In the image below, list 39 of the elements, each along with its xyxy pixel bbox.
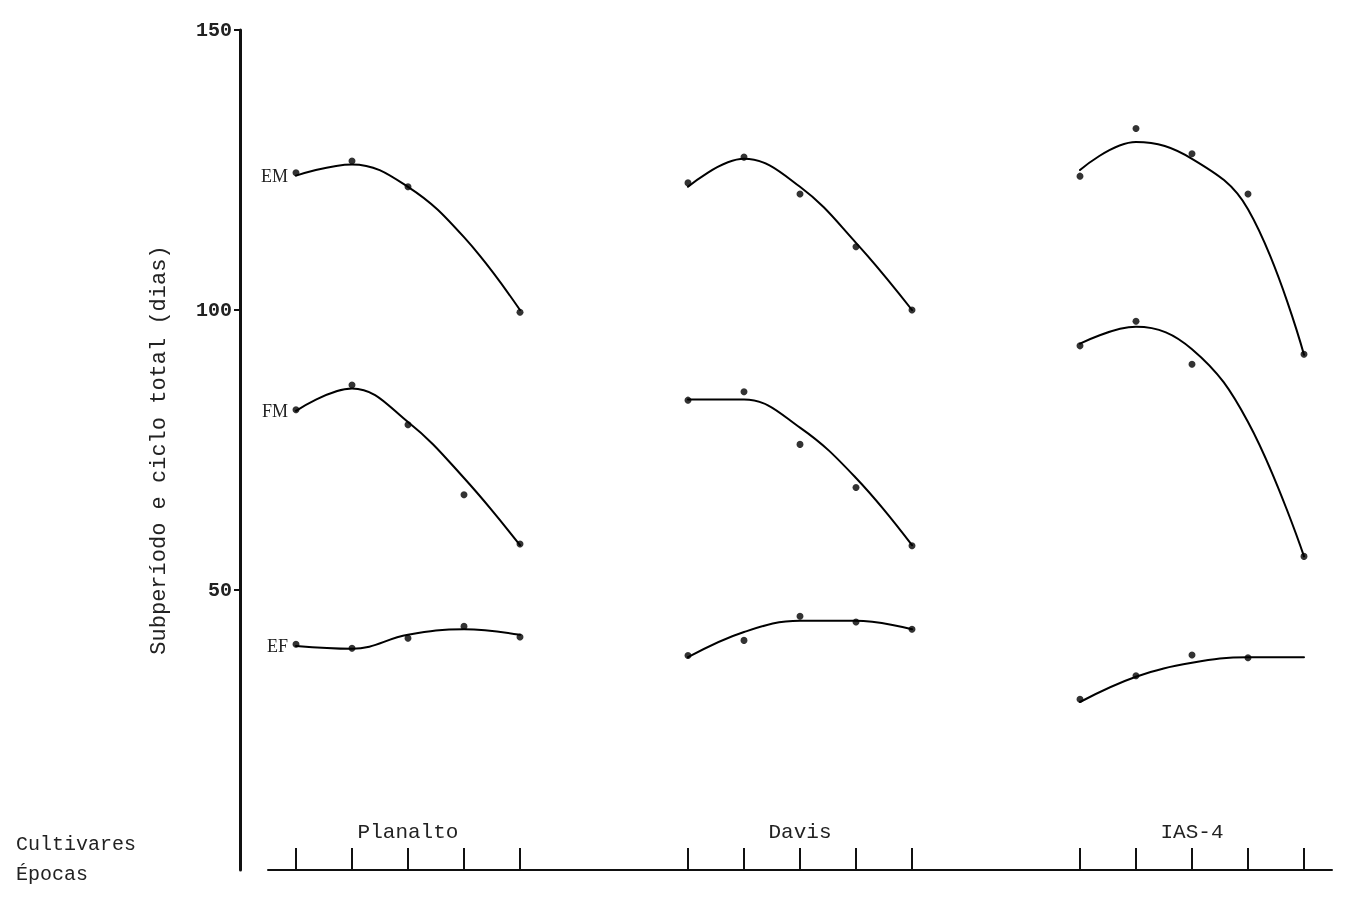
- point: [292, 640, 300, 648]
- point: [852, 484, 860, 492]
- point: [404, 183, 412, 191]
- annotation: Planalto: [357, 821, 459, 844]
- series-label: EM: [261, 165, 288, 186]
- series-label: EF: [266, 636, 288, 656]
- text: Cultivares: [16, 832, 137, 856]
- series-label: FM: [261, 400, 288, 421]
- point: [1300, 552, 1308, 560]
- point: [1244, 654, 1252, 662]
- point: [460, 622, 468, 630]
- point: [516, 308, 524, 316]
- point: [740, 388, 748, 396]
- point: [908, 542, 916, 550]
- point: [740, 636, 748, 644]
- point: [348, 644, 356, 652]
- point: [1188, 150, 1196, 158]
- point: [1188, 360, 1196, 368]
- point: [1132, 125, 1140, 133]
- point: [908, 625, 916, 633]
- y-tick-label: 100: [195, 298, 232, 322]
- point: [852, 243, 860, 251]
- point: [404, 421, 412, 429]
- point: [460, 491, 468, 499]
- y-axis-title: Subperíodo e ciclo total (dias): [146, 245, 172, 655]
- point: [1300, 350, 1308, 358]
- annotation: Davis: [768, 821, 832, 844]
- y-tick-label: 150: [195, 18, 232, 42]
- annotation: IAS-4: [1160, 821, 1224, 844]
- point: [292, 406, 300, 414]
- point: [1076, 695, 1084, 703]
- point: [1132, 317, 1140, 325]
- point: [796, 440, 804, 448]
- point: [1132, 672, 1140, 680]
- y-tick-label: 50: [207, 578, 232, 602]
- point: [684, 652, 692, 660]
- point: [292, 169, 300, 177]
- text: Épocas: [16, 862, 89, 886]
- point: [796, 612, 804, 620]
